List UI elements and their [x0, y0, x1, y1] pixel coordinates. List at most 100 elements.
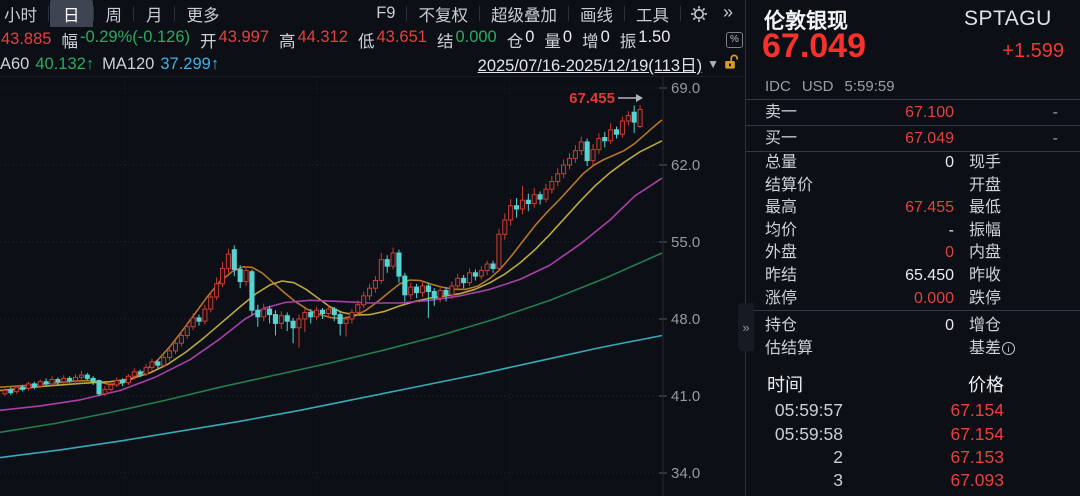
field-value: 0 [562, 27, 573, 46]
stat-value: 0 [945, 154, 954, 171]
svg-text:48.0: 48.0 [671, 311, 700, 328]
ma120-pair: MA120 37.299↑ [102, 55, 219, 74]
price-column-header: 价格 [968, 375, 1004, 396]
tab-more[interactable]: 更多 [186, 6, 220, 25]
amplitude-pair: 幅 -0.29%(-0.126) [61, 28, 190, 52]
stat-label: 最低 [969, 199, 1002, 217]
ma-label: A60 [0, 54, 30, 73]
divider [746, 310, 1080, 312]
tick-price: 67.153 [950, 446, 1004, 467]
period-row: 小时 日 周 月 更多 F9 不复权 超级叠加 画线 工具 [0, 0, 745, 27]
divider [623, 6, 625, 21]
info-icon[interactable]: i [1002, 341, 1016, 355]
divider [48, 6, 49, 21]
currency-label: USD [801, 78, 834, 95]
field-value: 0 [525, 27, 535, 46]
stat-label: 外盘 [765, 244, 798, 262]
svg-text:62.0: 62.0 [671, 157, 700, 174]
tick-row: 4 67.093 [746, 492, 1080, 496]
quote-info-row: 43.885 幅 -0.29%(-0.126) 开 43.997 高 44.312 低… [0, 27, 745, 52]
ma60-pair: A60 40.132↑ [0, 55, 94, 74]
divider [406, 6, 408, 21]
percent-display-icon[interactable]: % [726, 31, 743, 48]
super-overlay-button[interactable]: 超级叠加 [490, 6, 557, 25]
position-row: 持仓 0 增仓 [746, 315, 1080, 338]
tick-price: 67.154 [950, 400, 1004, 421]
divider [679, 6, 681, 21]
unlock-icon[interactable] [724, 54, 739, 75]
field-label: 低 [357, 32, 375, 51]
basis-label: 基差 i [969, 338, 1016, 361]
ask-label: 卖一 [765, 104, 798, 121]
tab-month[interactable]: 月 [146, 6, 163, 25]
bid-size: - [1052, 130, 1058, 147]
chevron-down-icon: ▼ [707, 57, 719, 71]
field-label: 结 [436, 32, 454, 51]
stat-value: 65.450 [905, 266, 954, 284]
stat-label: 内盘 [969, 244, 1002, 262]
tick-price: 67.093 [950, 469, 1004, 490]
divider [92, 6, 94, 21]
ask-row: 卖一 67.100 - [746, 100, 1080, 125]
high-pair: 高 44.312 [279, 28, 348, 52]
svg-text:41.0: 41.0 [671, 388, 700, 405]
tab-day[interactable]: 日 [50, 0, 93, 27]
stat-value: 0 [945, 244, 954, 262]
svg-text:67.455: 67.455 [569, 90, 615, 107]
quote-detail-panel: 伦敦银现 SPTAGU 67.049 +1.599 IDC USD 5:59:5… [745, 0, 1080, 496]
toolbar-expand-icon[interactable]: » [722, 2, 733, 22]
tab-week[interactable]: 周 [105, 6, 123, 25]
divider [133, 6, 134, 21]
time-column-header: 时间 [767, 375, 803, 396]
instrument-symbol: SPTAGU [964, 7, 1052, 30]
date-range-selector[interactable]: 2025/07/16-2025/12/19(113日) ▼ [478, 52, 745, 76]
stat-label: 开盘 [969, 176, 1002, 194]
candlestick-chart-canvas[interactable]: 69.0 62.0 55.0 48.0 41.0 34.0 67.455 [0, 77, 745, 496]
bid-label: 买一 [765, 130, 798, 147]
panel-collapse-button[interactable]: » [738, 303, 754, 351]
svg-text:34.0: 34.0 [671, 465, 700, 482]
stat-label: 总量 [765, 154, 798, 171]
adjust-mode-button[interactable]: 不复权 [418, 6, 468, 25]
stat-label: 最高 [765, 199, 798, 217]
ask-size: - [1052, 104, 1058, 121]
stat-label: 涨停 [765, 289, 798, 307]
tab-hour[interactable]: 小时 [4, 6, 37, 25]
f9-button[interactable]: F9 [376, 4, 396, 22]
last-price-value: 43.885 [1, 30, 52, 48]
stat-label: 昨结 [765, 266, 798, 284]
gear-icon[interactable] [682, 5, 716, 23]
field-label: 幅 [61, 32, 78, 51]
tick-time: 05:59:57 [774, 400, 843, 421]
source-label: IDC [765, 78, 791, 95]
stat-row: 最高 67.455 最低 [746, 197, 1080, 220]
last-price: 67.049 [762, 27, 866, 65]
stat-label: 振幅 [969, 221, 1002, 239]
tick-time: 2 [833, 446, 843, 467]
stat-row: 均价 - 振幅 [746, 220, 1080, 243]
field-value: 0 [600, 27, 610, 46]
tools-button[interactable]: 工具 [635, 6, 669, 25]
tick-time: 05:59:58 [774, 423, 843, 444]
chevron-right-icon: » [742, 319, 750, 335]
ask-price: 67.100 [905, 104, 954, 121]
stat-row: 涨停 0.000 跌停 [746, 288, 1080, 311]
svg-text:69.0: 69.0 [671, 80, 700, 97]
field-value: 43.651 [376, 27, 427, 46]
field-label: 振 [619, 32, 637, 51]
stat-value: 0.000 [913, 289, 954, 307]
divider [478, 6, 480, 21]
stat-label: 基差 [969, 339, 1002, 357]
field-value: -0.29%(-0.126) [79, 27, 191, 46]
stat-label: 现手 [969, 154, 1002, 171]
divider [746, 99, 1080, 100]
stat-row: 总量 0 现手 [746, 152, 1080, 175]
tick-list: 时间 价格 05:59:57 67.154 05:59:58 67.154 2 … [746, 372, 1080, 496]
field-label: 量 [544, 32, 561, 51]
draw-line-button[interactable]: 画线 [579, 6, 613, 25]
bid-price: 67.049 [905, 130, 954, 147]
stat-row: 昨结 65.450 昨收 [746, 265, 1080, 288]
